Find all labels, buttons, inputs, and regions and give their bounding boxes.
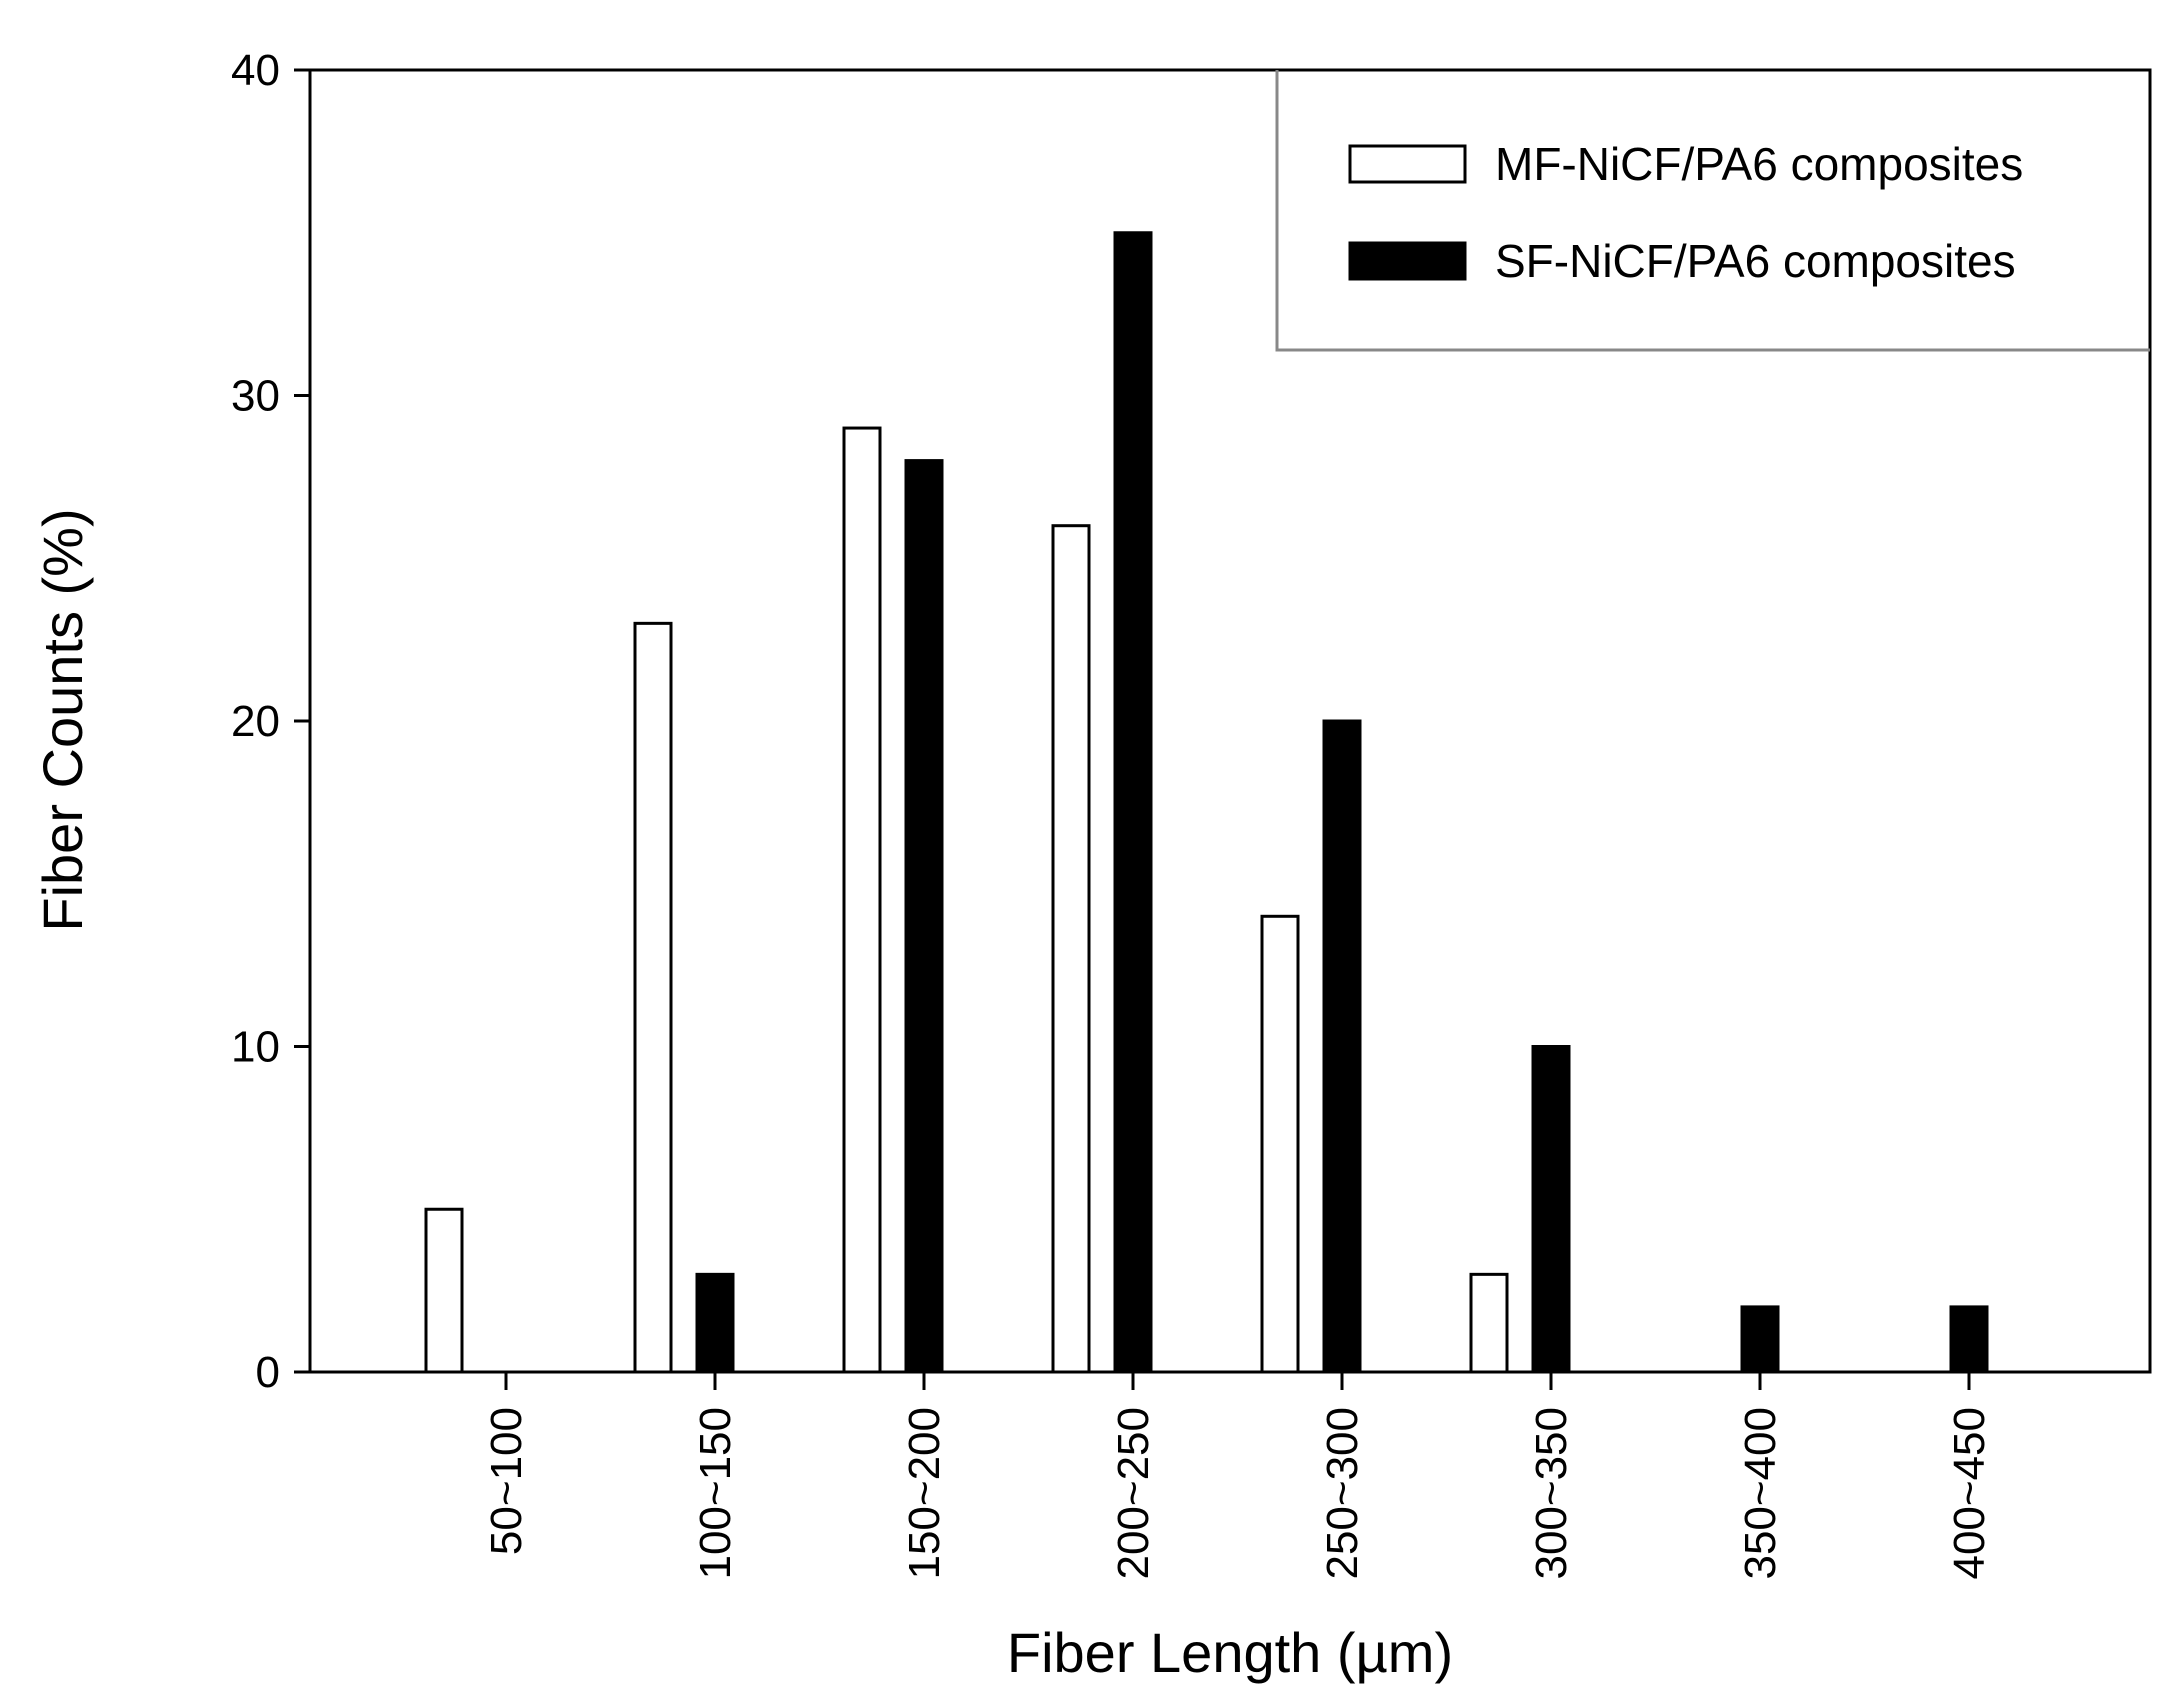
x-axis-title: Fiber Length (µm)	[1007, 1621, 1453, 1684]
bar-sf-300~350	[1531, 1045, 1571, 1374]
bar-mf-200~250	[1051, 524, 1091, 1374]
y-axis-title: Fiber Counts (%)	[31, 508, 94, 931]
legend-label-sf: SF-NiCF/PA6 composites	[1495, 235, 2016, 287]
x-tick-label: 250~300	[1318, 1407, 1367, 1580]
bar-sf-150~200	[904, 459, 944, 1374]
x-tick-label: 100~150	[691, 1407, 740, 1580]
bar-sf-250~300	[1322, 719, 1362, 1374]
legend-swatch-sf	[1348, 241, 1467, 281]
y-axis-ticks: 0 10 20 30 40	[231, 46, 310, 1397]
bar-sf-400~450	[1949, 1305, 1989, 1374]
y-tick-label: 0	[256, 1348, 280, 1397]
bar-mf-300~350	[1469, 1272, 1509, 1374]
y-tick-label: 30	[231, 372, 280, 421]
bar-mf-100~150	[633, 621, 673, 1374]
bar-mf-50~100	[424, 1207, 464, 1374]
legend: MF-NiCF/PA6 composites SF-NiCF/PA6 compo…	[1275, 70, 2150, 352]
x-axis-ticks: 50~100 100~150 150~200 200~250 250~300 300~35…	[482, 1372, 1994, 1580]
legend-swatch-mf	[1348, 144, 1467, 184]
x-tick-label: 400~450	[1945, 1407, 1994, 1580]
legend-frame	[1275, 70, 2150, 352]
x-tick-label: 350~400	[1736, 1407, 1785, 1580]
x-tick-label: 50~100	[482, 1407, 531, 1555]
x-tick-label: 200~250	[1109, 1407, 1158, 1580]
y-tick-label: 40	[231, 46, 280, 95]
y-tick-label: 10	[231, 1023, 280, 1072]
y-tick-label: 20	[231, 697, 280, 746]
bar-mf-250~300	[1260, 914, 1300, 1374]
bar-sf-350~400	[1740, 1305, 1780, 1374]
bar-mf-150~200	[842, 426, 882, 1374]
bar-sf-200~250	[1113, 231, 1153, 1374]
x-tick-label: 150~200	[900, 1407, 949, 1580]
x-tick-label: 300~350	[1527, 1407, 1576, 1580]
bars-group	[424, 231, 1989, 1374]
legend-label-mf: MF-NiCF/PA6 composites	[1495, 138, 2023, 190]
bar-sf-100~150	[695, 1272, 735, 1374]
